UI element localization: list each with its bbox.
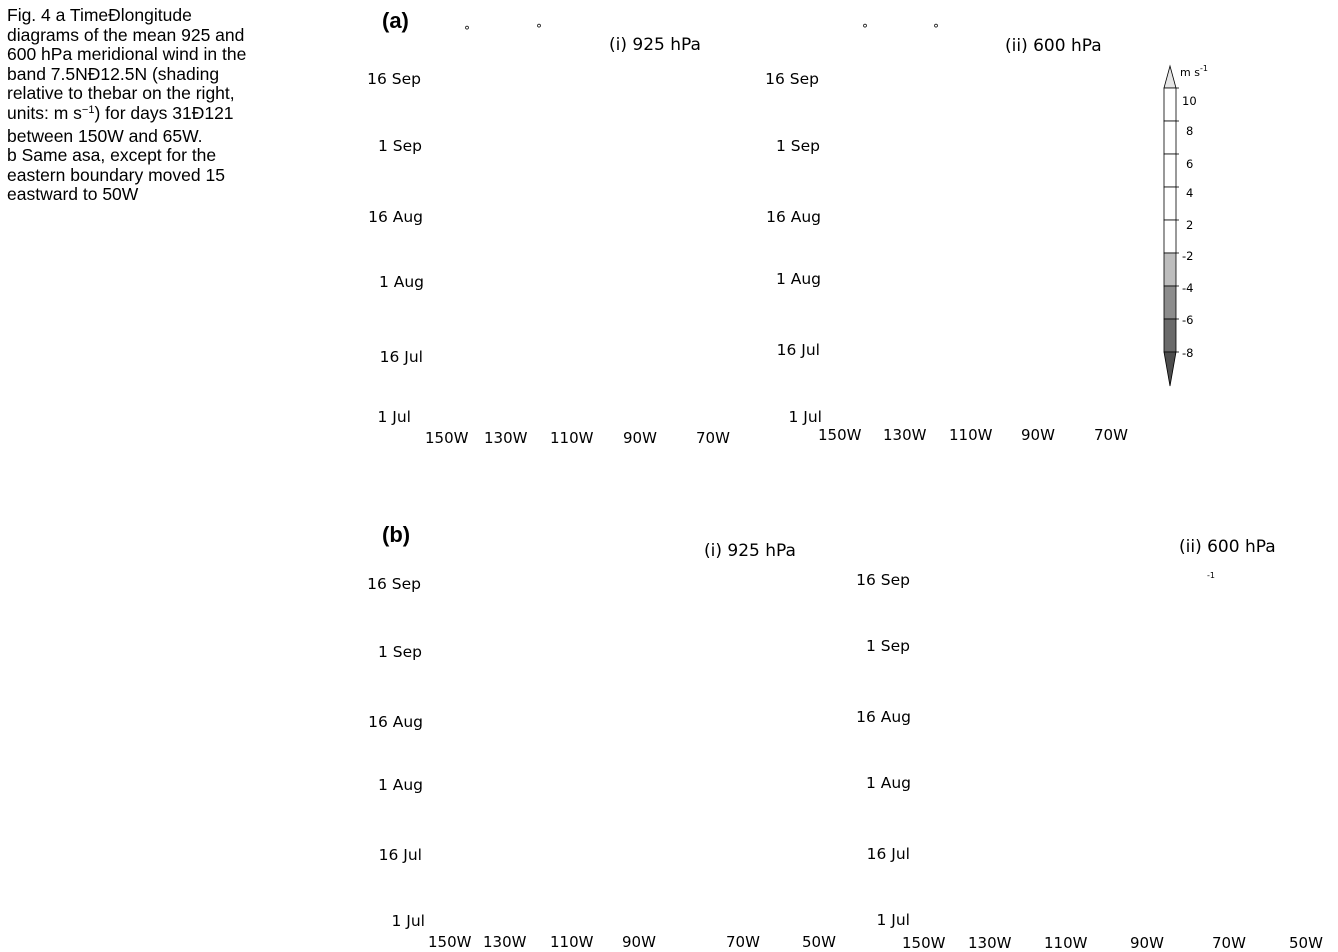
panel-a-ii-date-label-5: 1 Jul: [788, 408, 823, 426]
panel-a-label: (a): [382, 8, 409, 33]
colorbar-tick-label-2: 6: [1186, 157, 1194, 171]
panel-a-i-date-label-3: 1 Aug: [378, 273, 424, 291]
panel-a-i-date-label-1: 1 Sep: [377, 137, 422, 155]
panel-a-i-title: (i) 925 hPa: [609, 35, 701, 55]
figure-caption: Fig. 4 a TimeÐlongitude diagrams of the …: [7, 5, 247, 205]
colorbar-segment-4: [1163, 186, 1177, 221]
colorbar-unit: m s-1: [1180, 64, 1208, 79]
panel-b-i-lon-label-2: 110W: [550, 933, 594, 951]
panel-b-ii-lon-label-5: 50W: [1289, 934, 1323, 952]
panel-b-ii-date-label-3: 1 Aug: [865, 774, 911, 792]
panel-a-ii-lon-label-4: 70W: [1094, 426, 1128, 444]
panel-b-ii-date-label-1: 1 Sep: [865, 637, 910, 655]
panel-b-ii-date-label-4: 16 Jul: [866, 845, 910, 863]
colorbar: [1163, 64, 1179, 387]
panel-b-i-lon-label-5: 50W: [802, 933, 836, 951]
colorbar-segment-3: [1163, 153, 1177, 188]
panel-b-i-date-label-0: 16 Sep: [367, 575, 421, 593]
panel-a-ii-lon-label-1: 130W: [883, 426, 927, 444]
colorbar-tick-label-6: -4: [1182, 281, 1194, 295]
colorbar-tick-label-0: 10: [1182, 94, 1197, 108]
panel-b-label: (b): [382, 522, 411, 547]
colorbar-segment-1: [1163, 87, 1177, 122]
colorbar-tick-label-4: 2: [1186, 218, 1194, 232]
panel-b-ii-date-label-2: 16 Aug: [856, 708, 911, 726]
panel-a-ii-degree-mark-1: °: [862, 22, 868, 36]
colorbar-tick-label-8: -8: [1182, 346, 1194, 360]
panel-a-ii-lon-label-3: 90W: [1021, 426, 1055, 444]
panel-a-i-lon-label-1: 130W: [484, 429, 528, 447]
panel-b-i-lon-label-3: 90W: [622, 933, 656, 951]
panel-b-ii-lon-label-4: 70W: [1212, 934, 1246, 952]
panel-a-ii-title: (ii) 600 hPa: [1005, 36, 1102, 56]
panel-a-ii-lon-label-2: 110W: [949, 426, 993, 444]
colorbar-segment-8: [1163, 318, 1177, 353]
panel-b-i-lon-label-4: 70W: [726, 933, 760, 951]
panel-b-ii-date-label-5: 1 Jul: [876, 911, 911, 929]
panel-a-i-degree-mark-1: °: [464, 24, 470, 38]
panel-a-i-lon-label-3: 90W: [623, 429, 657, 447]
panel-b-ii-date-label-0: 16 Sep: [856, 571, 910, 589]
panel-a-ii-date-label-2: 16 Aug: [766, 208, 821, 226]
panel-b-i-date-label-4: 16 Jul: [378, 846, 422, 864]
colorbar-tick-label-5: -2: [1182, 249, 1194, 263]
colorbar-segment-2: [1163, 120, 1177, 155]
panel-a-ii-lon-label-0: 150W: [818, 426, 862, 444]
panel-b-i-date-label-3: 1 Aug: [377, 776, 423, 794]
panel-a-ii-date-label-3: 1 Aug: [775, 270, 821, 288]
panel-b-stray-superscript: -1: [1207, 571, 1215, 580]
panel-a-i-degree-mark-2: °: [536, 22, 542, 36]
panel-a-i-date-label-2: 16 Aug: [368, 208, 423, 226]
panel-b-i-lon-label-0: 150W: [428, 933, 472, 951]
panel-a-i-date-label-4: 16 Jul: [379, 348, 423, 366]
panel-b-ii-lon-label-2: 110W: [1044, 934, 1088, 952]
colorbar-segment-6: [1163, 252, 1177, 287]
panel-b-ii-lon-label-3: 90W: [1130, 934, 1164, 952]
panel-a-i-lon-label-0: 150W: [425, 429, 469, 447]
colorbar-tick-label-1: 8: [1186, 124, 1194, 138]
panel-b-ii-title: (ii) 600 hPa: [1179, 537, 1276, 557]
panel-a-i-lon-label-4: 70W: [696, 429, 730, 447]
colorbar-tick-label-7: -6: [1182, 313, 1194, 327]
panel-a-ii-date-label-0: 16 Sep: [765, 70, 819, 88]
panel-a-ii-date-label-4: 16 Jul: [776, 341, 820, 359]
panel-b-i-title: (i) 925 hPa: [704, 541, 796, 561]
panel-b-i-date-label-5: 1 Jul: [391, 912, 426, 930]
colorbar-bottom-triangle: [1163, 351, 1177, 387]
panel-a-ii-degree-mark-2: °: [933, 22, 939, 36]
panel-a-i-date-label-0: 16 Sep: [367, 70, 421, 88]
colorbar-segment-7: [1163, 285, 1177, 320]
panel-b-i-date-label-2: 16 Aug: [368, 713, 423, 731]
panel-b-i-lon-label-1: 130W: [483, 933, 527, 951]
colorbar-top-triangle: [1163, 64, 1177, 89]
panel-b-i-date-label-1: 1 Sep: [377, 643, 422, 661]
colorbar-tick-label-3: 4: [1186, 186, 1194, 200]
panel-a-i-lon-label-2: 110W: [550, 429, 594, 447]
colorbar-segment-5: [1163, 219, 1177, 254]
panel-b-ii-lon-label-0: 150W: [902, 934, 946, 952]
panel-b-ii-lon-label-1: 130W: [968, 934, 1012, 952]
panel-a-ii-date-label-1: 1 Sep: [775, 137, 820, 155]
panel-a-i-date-label-5: 1 Jul: [377, 408, 412, 426]
